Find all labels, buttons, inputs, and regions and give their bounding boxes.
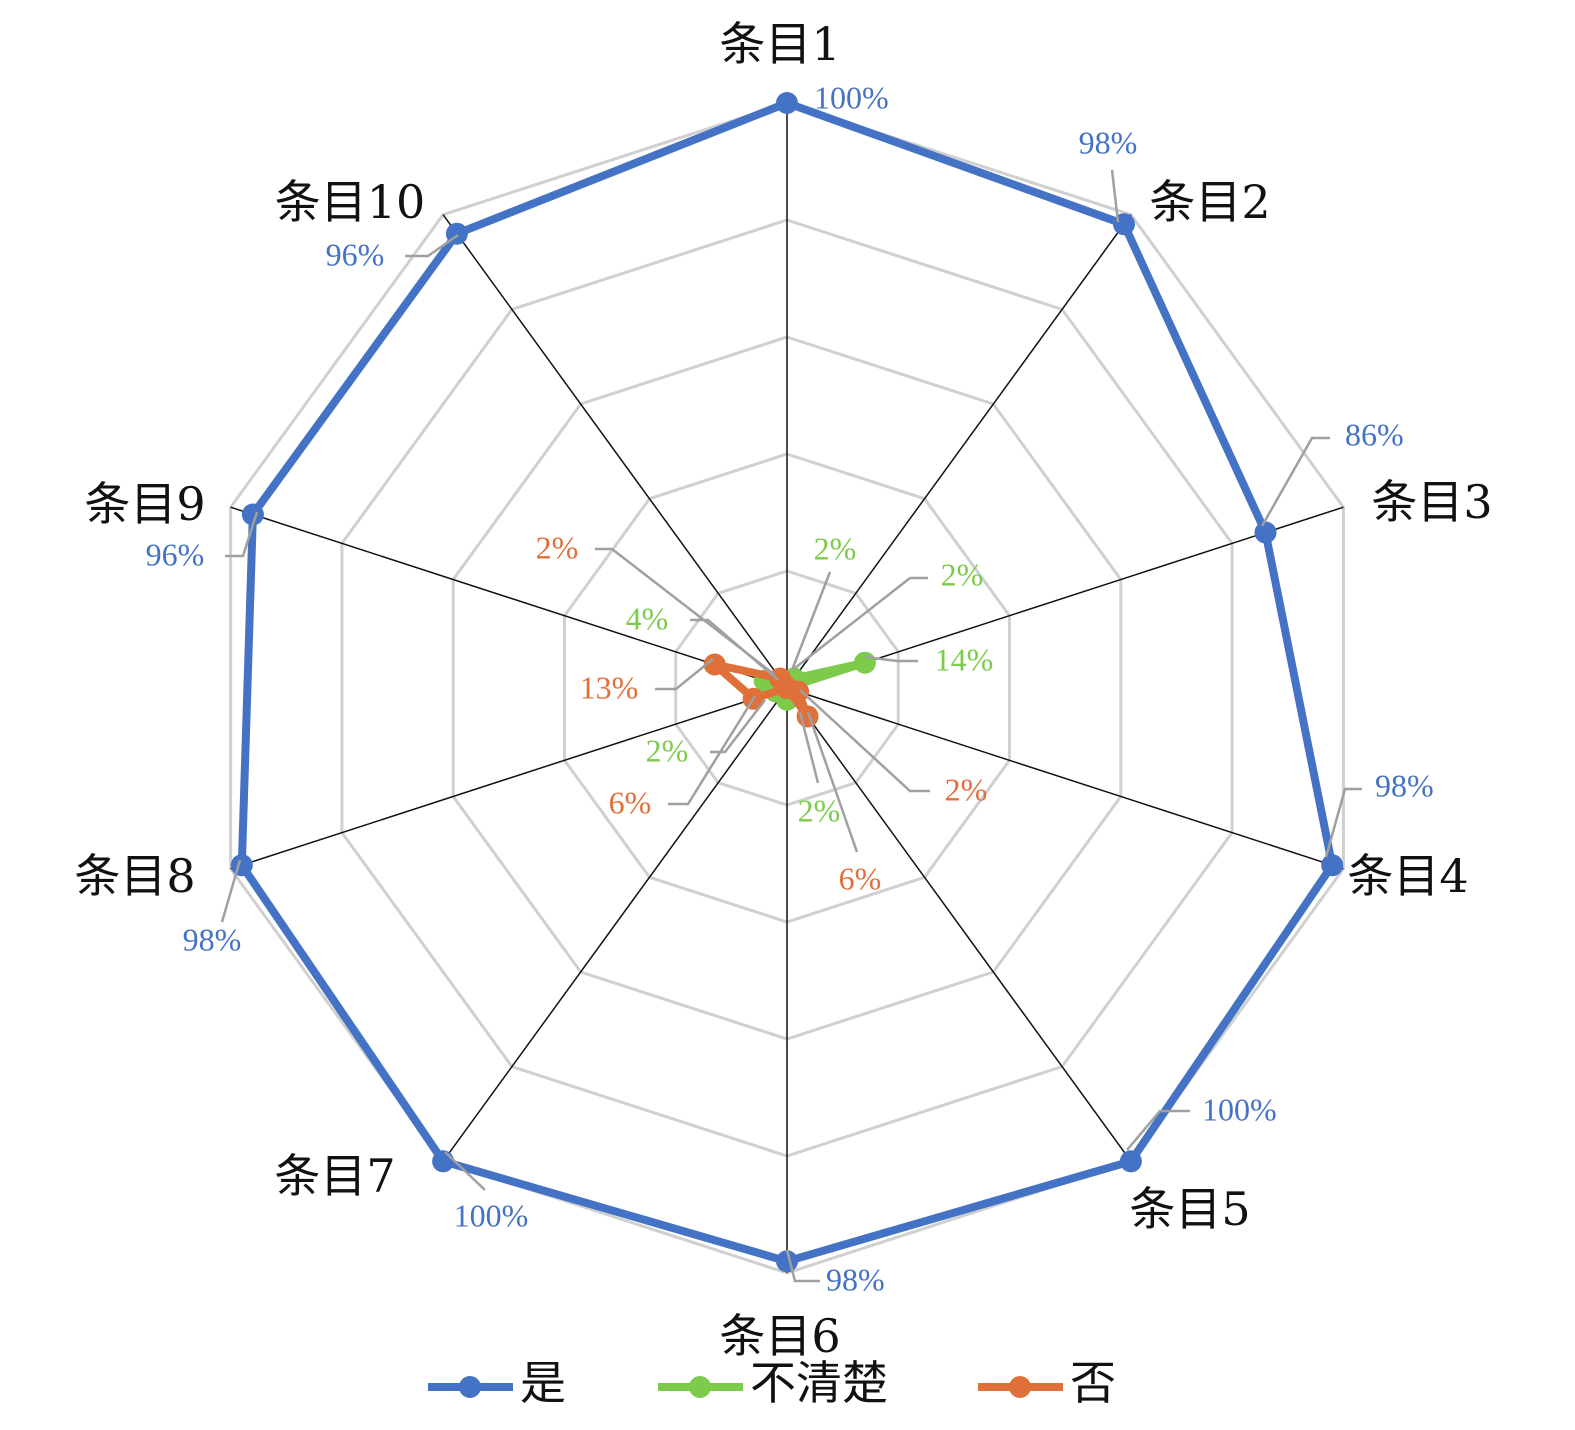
data-label-是-6: 98% xyxy=(826,1261,885,1297)
leader-是-10 xyxy=(405,233,459,258)
leader-是-4 xyxy=(1324,787,1362,858)
leader-是-7 xyxy=(444,1151,486,1191)
axis-label-3: 条目3 xyxy=(1371,475,1492,529)
axis-label-4: 条目4 xyxy=(1347,849,1468,903)
legend-label-是: 是 xyxy=(520,1356,566,1410)
leader-是-2 xyxy=(1110,169,1120,223)
data-label-否-4: 2% xyxy=(945,771,988,807)
data-label-是-1: 100% xyxy=(814,79,889,115)
series-point-是-条目5 xyxy=(1119,1150,1142,1173)
leader-是-5 xyxy=(1126,1109,1190,1151)
series-point-否-条目9 xyxy=(703,653,726,676)
radar-series xyxy=(230,92,1344,1273)
axis-label-8: 条目8 xyxy=(74,849,195,903)
series-point-是-条目3 xyxy=(1254,521,1277,544)
series-point-是-条目4 xyxy=(1321,854,1344,877)
leader-不清楚-2 xyxy=(790,571,832,671)
data-label-否-8: 6% xyxy=(609,784,652,820)
spoke-10 xyxy=(442,214,788,689)
data-label-不清楚-6: 2% xyxy=(798,792,841,828)
spoke-8 xyxy=(230,687,788,870)
series-point-不清楚-条目3 xyxy=(853,651,876,674)
leader-否-9 xyxy=(655,658,714,691)
series-point-否-条目10 xyxy=(769,667,792,690)
leader-不清楚-3 xyxy=(794,576,928,669)
data-label-不清楚-8: 2% xyxy=(646,732,689,768)
legend: 是 不清楚 否 xyxy=(428,1356,1116,1410)
data-label-是-10: 96% xyxy=(326,236,385,272)
spoke-7 xyxy=(442,687,788,1162)
legend-label-否: 否 xyxy=(1070,1356,1116,1410)
legend-marker-否 xyxy=(1009,1376,1031,1398)
leader-是-3 xyxy=(1260,436,1330,527)
leader-否-5 xyxy=(806,711,859,853)
axis-labels: 条目1 条目2 条目3 条目4 条目5 条目6 条目7 条目8 条目9 条目10 xyxy=(74,17,1492,1363)
axis-label-1: 条目1 xyxy=(719,17,840,71)
leader-是-6 xyxy=(785,1249,820,1283)
leader-否-10 xyxy=(595,547,776,676)
data-label-是-8: 98% xyxy=(183,921,242,957)
leader-是-9 xyxy=(225,511,259,558)
series-point-是-条目9 xyxy=(241,503,264,526)
spoke-9 xyxy=(230,506,788,689)
leader-否-8 xyxy=(668,695,757,806)
legend-label-不清楚: 不清楚 xyxy=(750,1356,888,1410)
series-point-是-条目8 xyxy=(230,854,253,877)
data-label-是-5: 100% xyxy=(1202,1091,1277,1127)
spoke-2 xyxy=(786,214,1132,689)
data-label-不清楚-3: 2% xyxy=(941,556,984,592)
legend-marker-不清楚 xyxy=(689,1376,711,1398)
data-label-是-3: 86% xyxy=(1345,416,1404,452)
data-labels: 100% 98% 86% 98% 100% 98% 100% 98% 96% 96% 2% 2% 2% 2… xyxy=(146,79,1434,1297)
axis-label-2: 条目2 xyxy=(1149,175,1270,229)
spoke-4 xyxy=(786,687,1344,870)
data-label-不清楚-9: 4% xyxy=(626,600,669,636)
axis-label-10: 条目10 xyxy=(275,175,426,229)
data-label-不清楚-3: 14% xyxy=(935,641,994,677)
series-point-是-条目1 xyxy=(776,92,798,114)
data-label-leaders xyxy=(220,169,1362,1283)
leader-不清楚-8 xyxy=(710,699,766,754)
axis-label-7: 条目7 xyxy=(274,1149,395,1203)
data-label-是-7: 100% xyxy=(454,1197,529,1233)
data-label-否-10: 2% xyxy=(536,529,579,565)
leader-否-4 xyxy=(799,689,930,793)
spoke-5 xyxy=(786,687,1132,1162)
leader-不清楚-3 xyxy=(864,655,918,663)
data-label-是-9: 96% xyxy=(146,536,205,572)
axis-label-9: 条目9 xyxy=(84,477,205,531)
radar-spokes xyxy=(230,103,1344,1273)
axis-label-6: 条目6 xyxy=(719,1309,840,1363)
leader-不清楚-6 xyxy=(798,711,820,784)
data-label-不清楚-2: 2% xyxy=(814,530,857,566)
data-label-否-5: 6% xyxy=(839,860,882,896)
series-point-是-条目7 xyxy=(432,1150,455,1173)
data-label-否-9: 13% xyxy=(580,669,639,705)
axis-label-5: 条目5 xyxy=(1129,1182,1250,1236)
leader-是-8 xyxy=(220,859,242,923)
data-label-是-2: 98% xyxy=(1079,124,1138,160)
legend-marker-是 xyxy=(459,1376,481,1398)
data-label-是-4: 98% xyxy=(1375,767,1434,803)
